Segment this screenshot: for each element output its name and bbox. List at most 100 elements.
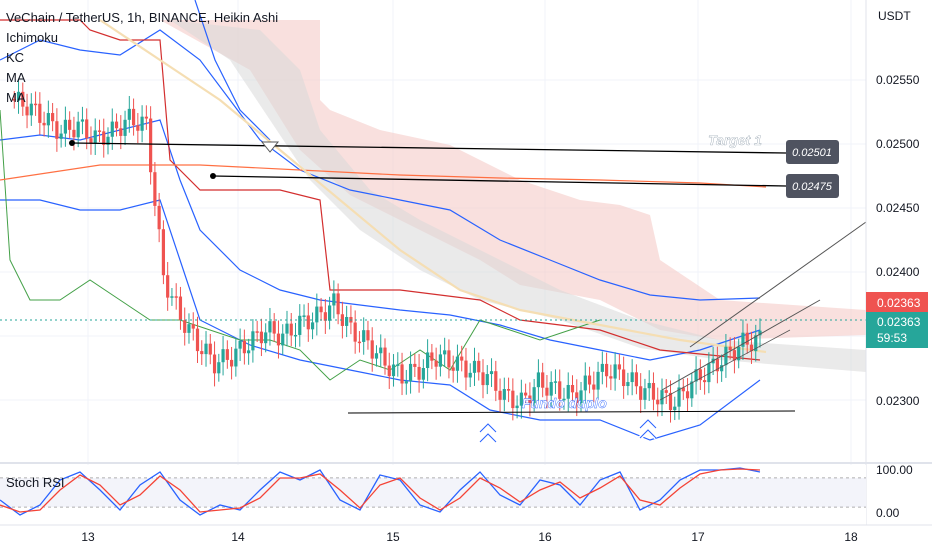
ichimoku-cloud-gray <box>170 20 866 372</box>
candle-body <box>413 363 417 367</box>
candle-body <box>212 354 217 374</box>
candle-body <box>690 381 694 399</box>
candle-body <box>93 130 97 143</box>
candle-body <box>191 324 195 329</box>
price-axis[interactable] <box>866 0 932 525</box>
candle-body <box>234 348 238 367</box>
current-price-badge <box>866 312 928 348</box>
candle-body <box>46 113 50 126</box>
candle-body <box>302 315 306 317</box>
level-line-1 <box>71 142 787 154</box>
candle-body <box>728 346 732 351</box>
candle-body <box>340 314 344 326</box>
candle-body <box>225 349 229 360</box>
price-tick: 0.02300 <box>876 394 920 408</box>
candle-body <box>745 332 749 345</box>
candle-body <box>387 365 391 377</box>
candle-body <box>613 364 617 379</box>
candle-body <box>140 116 144 131</box>
candle-body <box>677 387 681 407</box>
candle-body <box>345 316 349 326</box>
candle-body <box>438 354 442 367</box>
level-line-1-anchor <box>69 140 75 146</box>
chevron-outline <box>479 419 657 443</box>
candle-body <box>694 369 698 382</box>
pattern-label: Fundo duplo <box>522 395 607 411</box>
candle-body <box>472 360 477 373</box>
candle-body <box>319 306 323 313</box>
candle-body <box>532 387 536 404</box>
level-box-2[interactable] <box>786 174 839 198</box>
candle-body <box>25 106 29 116</box>
candle-body <box>170 296 174 298</box>
candle-body <box>460 356 464 361</box>
candle-body <box>732 350 737 361</box>
last-price-badge <box>866 292 928 312</box>
candle-body <box>131 108 136 126</box>
chart-title[interactable]: VeChain / TetherUS, 1h, BINANCE, Heikin … <box>6 10 279 25</box>
indicator-ma-2[interactable]: MA <box>6 90 26 105</box>
time-axis[interactable] <box>0 525 932 550</box>
candle-body <box>97 130 102 132</box>
candle-body <box>579 390 583 403</box>
candle-body <box>502 389 506 400</box>
candle-body <box>421 368 425 380</box>
candle-body <box>566 384 570 399</box>
candle-body <box>575 392 579 403</box>
candle-body <box>408 363 413 382</box>
candle-body <box>366 330 370 341</box>
candle-body <box>681 387 685 392</box>
candle-body <box>558 381 562 399</box>
candle-body <box>38 103 42 123</box>
ichimoku-base-line <box>0 19 761 361</box>
candle-body <box>519 392 523 406</box>
candle-body <box>195 328 200 352</box>
candle-body <box>468 372 472 378</box>
candle-body <box>29 103 33 116</box>
candle-body <box>68 119 72 130</box>
stoch-rsi-label[interactable]: Stoch RSI <box>6 475 65 490</box>
candle-body <box>76 121 80 138</box>
candle-body <box>374 353 379 359</box>
candle-body <box>114 121 119 129</box>
candle-body <box>737 346 741 361</box>
candle-body <box>524 392 528 396</box>
channel-lower-line <box>659 329 791 401</box>
candle-body <box>187 324 191 333</box>
time-ticks: 13 14 15 16 17 18 <box>81 530 858 544</box>
channel-upper-line <box>689 221 867 348</box>
indicator-ichimoku[interactable]: Ichimoku <box>6 30 59 45</box>
candle-body <box>268 321 272 333</box>
target-label: Target 1 <box>708 132 762 148</box>
candle-body <box>587 375 592 385</box>
candle-body <box>106 136 110 145</box>
candle-body <box>293 334 298 337</box>
candle-body <box>55 121 59 139</box>
candle-body <box>715 358 719 372</box>
indicator-ma-1[interactable]: MA <box>6 70 26 85</box>
level-box-1[interactable] <box>786 140 839 164</box>
candle-body <box>208 343 212 355</box>
candle-body <box>89 138 93 143</box>
candle-body <box>664 390 668 393</box>
candle-body <box>481 372 485 386</box>
candle-body <box>703 380 707 383</box>
candle-body <box>59 133 63 139</box>
candle-body <box>353 322 357 342</box>
candle-body <box>315 306 319 323</box>
candle-body <box>323 312 327 321</box>
candle-body <box>336 293 340 315</box>
indicator-kc[interactable]: KC <box>6 50 25 65</box>
candle-body <box>166 275 170 298</box>
price-tick: 0.02500 <box>876 137 920 151</box>
time-tick: 18 <box>844 530 858 544</box>
candle-body <box>724 346 728 366</box>
ichimoku-lagging-line <box>0 109 601 381</box>
ma-fast-line <box>99 19 767 354</box>
kc-upper-line <box>0 29 761 301</box>
candle-body <box>332 293 336 306</box>
level-box-2-text: 0.02475 <box>792 181 833 193</box>
candle-body <box>592 384 596 390</box>
candle-body <box>656 399 660 405</box>
